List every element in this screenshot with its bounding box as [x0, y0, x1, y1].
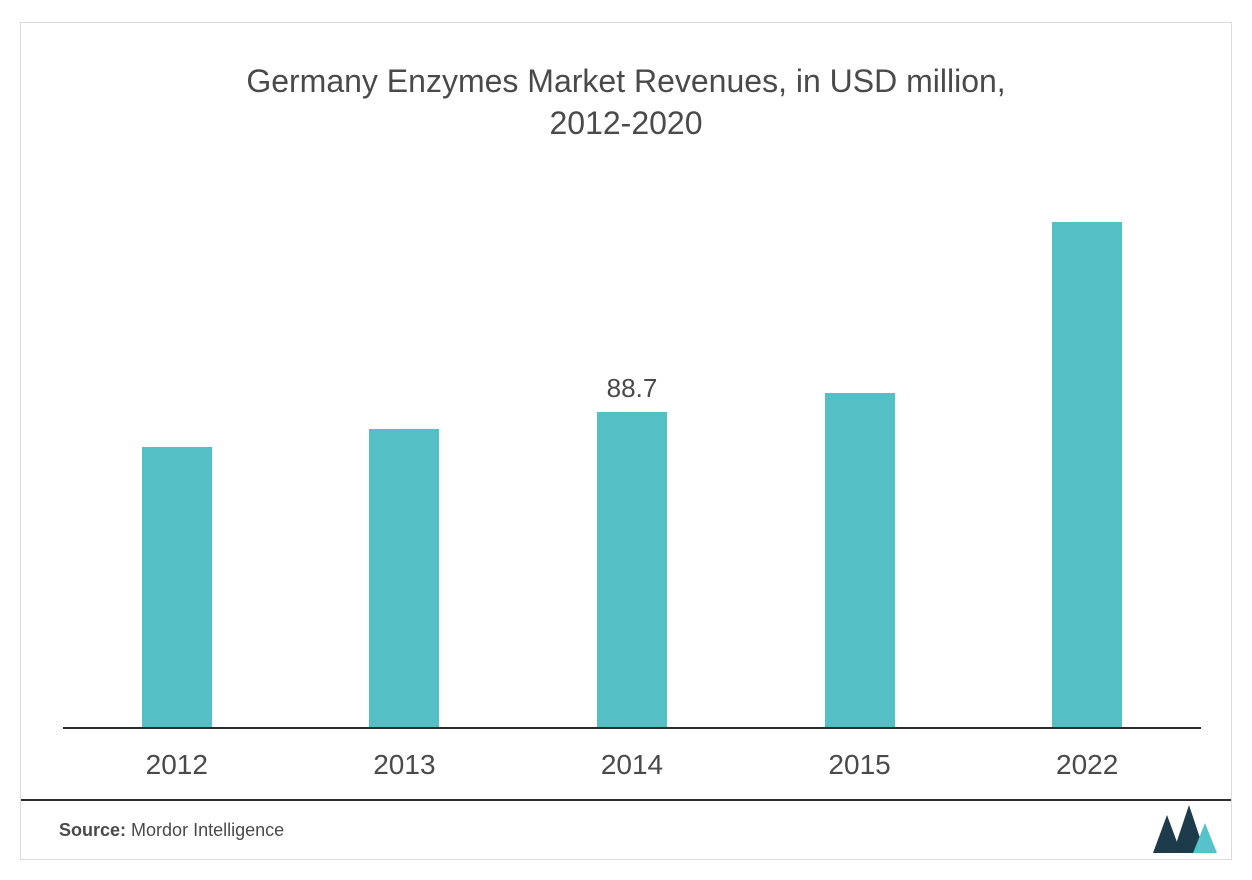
- x-axis-labels: 20122013201420152022: [63, 749, 1201, 781]
- x-axis-label: 2012: [63, 749, 291, 781]
- bar-slot: [746, 193, 974, 729]
- bar-slot: [63, 193, 291, 729]
- bars-container: 88.7: [63, 193, 1201, 729]
- mordor-logo-icon: [1153, 805, 1217, 853]
- source-label: Source:: [59, 820, 126, 840]
- chart-footer: Source: Mordor Intelligence: [21, 799, 1231, 859]
- chart-title-line2: 2012-2020: [21, 103, 1231, 145]
- bar-slot: [291, 193, 519, 729]
- bar-slot: [973, 193, 1201, 729]
- chart-title-line1: Germany Enzymes Market Revenues, in USD …: [21, 61, 1231, 103]
- x-axis-label: 2014: [518, 749, 746, 781]
- plot-area: 88.7: [63, 193, 1201, 729]
- chart-title: Germany Enzymes Market Revenues, in USD …: [21, 23, 1231, 144]
- bar-slot: 88.7: [518, 193, 746, 729]
- x-axis-line: [63, 727, 1201, 729]
- bar-value-label: 88.7: [518, 373, 746, 404]
- source-value: Mordor Intelligence: [131, 820, 284, 840]
- bar: [597, 412, 667, 729]
- bar: [369, 429, 439, 729]
- source-text: Source: Mordor Intelligence: [59, 820, 284, 841]
- x-axis-label: 2022: [973, 749, 1201, 781]
- chart-card: Germany Enzymes Market Revenues, in USD …: [20, 22, 1232, 860]
- x-axis-label: 2013: [291, 749, 519, 781]
- bar: [825, 393, 895, 729]
- x-axis-label: 2015: [746, 749, 974, 781]
- bar: [1052, 222, 1122, 729]
- bar: [142, 447, 212, 729]
